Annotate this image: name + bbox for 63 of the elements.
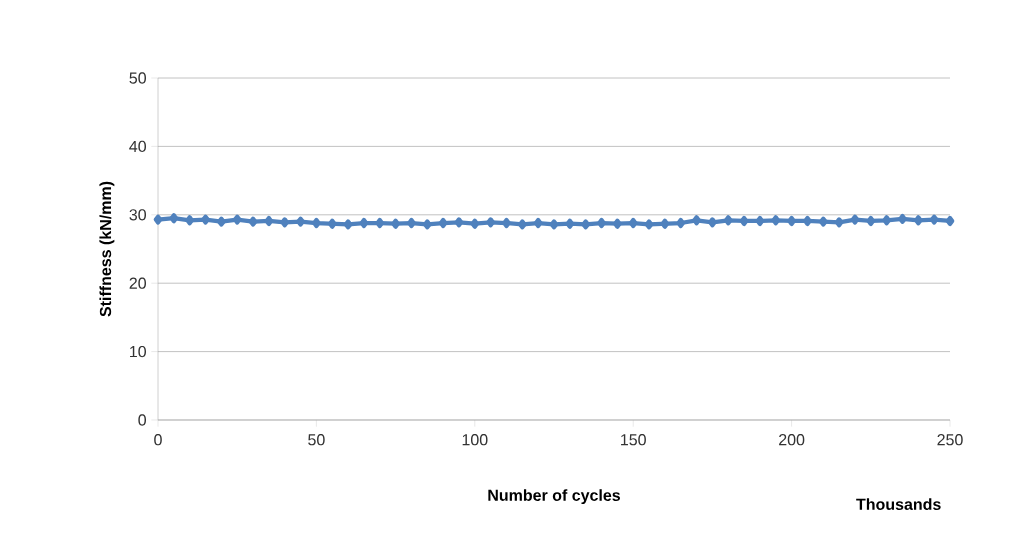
y-tick-label: 0 — [138, 414, 147, 426]
point — [327, 218, 337, 229]
point — [739, 215, 749, 227]
point — [232, 214, 242, 225]
point — [834, 217, 844, 228]
point — [422, 219, 432, 230]
point — [517, 219, 527, 230]
point — [945, 215, 955, 227]
point — [692, 215, 701, 226]
point — [787, 215, 796, 227]
point — [438, 217, 448, 229]
point — [296, 216, 305, 227]
point — [613, 218, 622, 229]
point — [755, 215, 765, 227]
point — [217, 216, 226, 227]
point — [866, 215, 876, 227]
point — [248, 216, 258, 227]
point — [882, 215, 891, 226]
point — [676, 217, 686, 229]
x-tick-label: 250 — [937, 434, 963, 446]
point — [169, 213, 179, 224]
point — [391, 218, 400, 229]
point — [723, 215, 733, 226]
y-axis-title: Stiffness (kN/mm) — [99, 181, 115, 317]
point — [454, 217, 464, 228]
point — [264, 215, 274, 227]
point — [644, 219, 654, 230]
y-tick-label: 10 — [130, 345, 147, 358]
point — [628, 217, 638, 229]
point — [549, 219, 559, 230]
point — [898, 213, 907, 224]
point — [818, 216, 828, 227]
x-tick-label: 0 — [154, 434, 162, 446]
point — [597, 217, 606, 229]
y-tick-label: 40 — [129, 140, 147, 153]
x-tick-label: 150 — [621, 434, 646, 446]
point — [470, 218, 480, 229]
point — [359, 217, 369, 229]
x-axis-title: Number of cycles — [488, 489, 621, 505]
point — [486, 217, 495, 228]
point — [312, 217, 321, 229]
point — [771, 215, 781, 226]
point — [660, 218, 670, 229]
point — [581, 219, 591, 230]
point — [343, 219, 353, 230]
point — [708, 217, 717, 228]
x-tick-label: 200 — [779, 434, 805, 446]
point — [565, 218, 575, 229]
point — [407, 217, 416, 229]
point — [153, 214, 163, 225]
y-tick-label: 20 — [129, 277, 147, 289]
point — [929, 214, 939, 225]
point — [201, 214, 210, 225]
x-tick-label: 100 — [462, 434, 488, 446]
point — [533, 217, 543, 229]
point — [850, 214, 860, 225]
x-tick-label: 50 — [308, 434, 325, 446]
text: Thousands — [856, 498, 941, 510]
y-tick-label: 30 — [129, 209, 147, 221]
y-tick-label: 50 — [129, 72, 147, 84]
point — [502, 217, 511, 229]
point — [803, 215, 812, 227]
point — [375, 217, 385, 229]
